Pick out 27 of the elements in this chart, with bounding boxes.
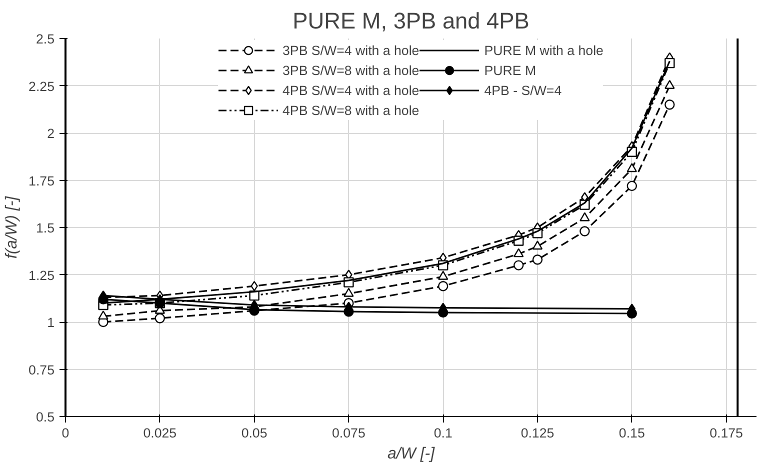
y-tick-label: 1 [47,315,55,330]
legend-label: 4PB S/W=8 with a hole [282,102,420,118]
y-axis-title: f(a/W) [-] [4,196,21,259]
x-tick-label: 0.125 [520,426,554,440]
x-tick-label: 0.025 [143,426,177,440]
y-tick-label: 0.75 [28,362,55,378]
x-tick-label: 0.15 [618,426,645,440]
y-tick-label: 1.5 [36,220,55,236]
x-tick-label: 0.075 [332,426,366,440]
x-tick-label: 0.175 [710,426,743,440]
y-tick-label: 2.5 [36,32,55,46]
x-tick-label: 0 [62,426,70,440]
legend-label: PURE M with a hole [484,42,604,58]
x-axis-title: a/W [-] [387,446,436,462]
y-tick-label: 1.25 [28,268,55,283]
legend-label: PURE M [484,62,536,78]
legend-label: 4PB S/W=4 with a hole [282,82,420,98]
legend-label: 4PB - S/W=4 [484,82,562,98]
y-tick-label: 0.5 [36,410,55,424]
x-tick-label: 0.05 [241,426,268,440]
y-tick-label: 1.75 [28,173,55,188]
x-tick-label: 0.1 [434,426,452,440]
legend-label: 3PB S/W=4 with a hole [282,42,420,58]
y-tick-label: 2.25 [28,78,55,94]
legend-label: 3PB S/W=8 with a hole [282,62,420,78]
y-tick-label: 2 [47,126,55,141]
chart-title: PURE M, 3PB and 4PB [292,8,530,34]
